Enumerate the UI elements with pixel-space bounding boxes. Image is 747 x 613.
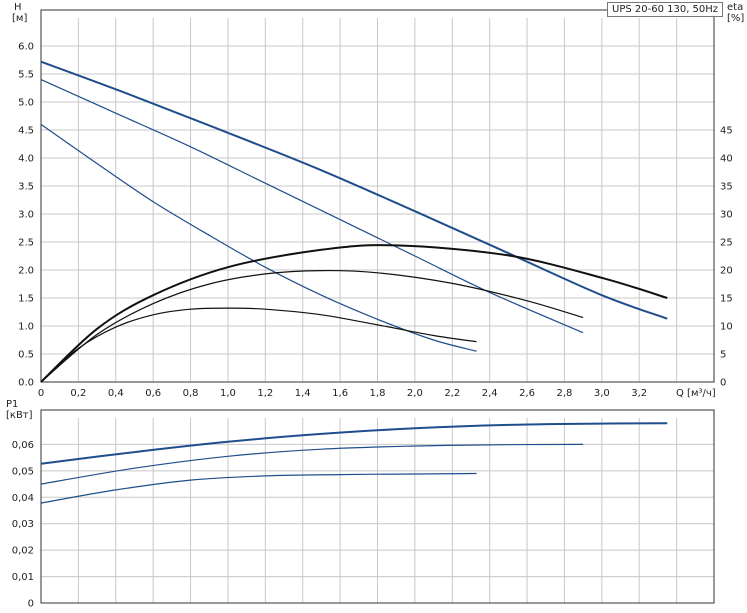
tick-labels: 0 0,2 0,4 0,6 0,8 1,0 1,2 1,4 1,6 1,8 2,0 2,2 2,4 2,6… — [12, 42, 733, 610]
power-tick-label: 0,04 — [12, 493, 34, 504]
efficiency-curve — [40, 244, 668, 383]
head-curve — [40, 60, 668, 320]
head-tick-label: 1.0 — [18, 322, 34, 333]
x-tick-label: 1,8 — [370, 388, 386, 399]
x-tick-label: 0,6 — [145, 388, 161, 399]
x-tick-label: 3,2 — [631, 388, 647, 399]
head-tick-label: 4.5 — [18, 126, 34, 137]
head-tick-label: 0.0 — [18, 378, 34, 389]
efficiency-axis-title: eta [%] — [727, 2, 745, 24]
efficiency-tick-label: 30 — [720, 210, 733, 221]
efficiency-tick-label: 20 — [720, 266, 733, 277]
x-tick-label: 0 — [38, 388, 44, 399]
efficiency-tick-label: 35 — [720, 182, 733, 193]
power-curve — [40, 443, 584, 485]
x-tick-label: 0,2 — [70, 388, 86, 399]
power-tick-label: 0,05 — [12, 466, 34, 477]
efficiency-curve — [40, 269, 584, 383]
efficiency-tick-label: 10 — [720, 322, 733, 333]
bottom-chart-frame — [40, 409, 715, 604]
x-tick-label: 2,2 — [444, 388, 460, 399]
top-chart-frame — [40, 9, 715, 383]
bottom-chart-grid — [40, 418, 715, 604]
head-tick-label: 6.0 — [18, 42, 34, 53]
efficiency-curve — [40, 307, 477, 383]
efficiency-tick-label: 25 — [720, 238, 733, 249]
head-tick-label: 3.0 — [18, 210, 34, 221]
x-tick-label: 2,8 — [556, 388, 572, 399]
chart-frames — [40, 9, 715, 604]
head-tick-label: 1.5 — [18, 294, 34, 305]
efficiency-tick-label: 40 — [720, 154, 733, 165]
head-tick-label: 0.5 — [18, 350, 34, 361]
x-tick-label: 1,4 — [295, 388, 311, 399]
efficiency-tick-label: 45 — [720, 126, 733, 137]
x-tick-label: 1,0 — [220, 388, 236, 399]
x-tick-label: 1,2 — [257, 388, 273, 399]
x-tick-label: 0,4 — [108, 388, 124, 399]
x-tick-label: 2,4 — [482, 388, 498, 399]
power-tick-label: 0,03 — [12, 519, 34, 530]
efficiency-tick-label: 15 — [720, 294, 733, 305]
data-series — [40, 60, 668, 504]
head-tick-label: 4.0 — [18, 154, 34, 165]
head-tick-label: 3.5 — [18, 182, 34, 193]
chart-legend: UPS 20-60 130, 50Hz — [607, 2, 724, 17]
head-curve — [40, 123, 477, 352]
power-tick-label: 0,02 — [12, 546, 34, 557]
x-tick-label: 1,6 — [332, 388, 348, 399]
head-tick-label: 5.5 — [18, 70, 34, 81]
x-tick-label: 2,6 — [519, 388, 535, 399]
power-curve — [40, 422, 668, 465]
power-tick-label: 0,01 — [12, 572, 34, 583]
x-tick-label: 3,0 — [594, 388, 610, 399]
power-tick-label: 0,06 — [12, 440, 34, 451]
head-tick-label: 2.0 — [18, 266, 34, 277]
head-axis-title: H [м] — [12, 2, 28, 24]
power-tick-label: 0 — [28, 599, 34, 610]
head-tick-label: 5.0 — [18, 98, 34, 109]
efficiency-tick-label: 0 — [720, 378, 726, 389]
x-axis-label: Q [м³/ч] — [676, 388, 716, 399]
power-axis-title: P1 [кВт] — [6, 399, 33, 421]
efficiency-tick-label: 5 — [720, 350, 726, 361]
power-curve — [40, 472, 477, 504]
top-chart-grid — [40, 18, 715, 383]
x-tick-label: 2,0 — [407, 388, 423, 399]
head-tick-label: 2.5 — [18, 238, 34, 249]
x-tick-label: 0,8 — [183, 388, 199, 399]
